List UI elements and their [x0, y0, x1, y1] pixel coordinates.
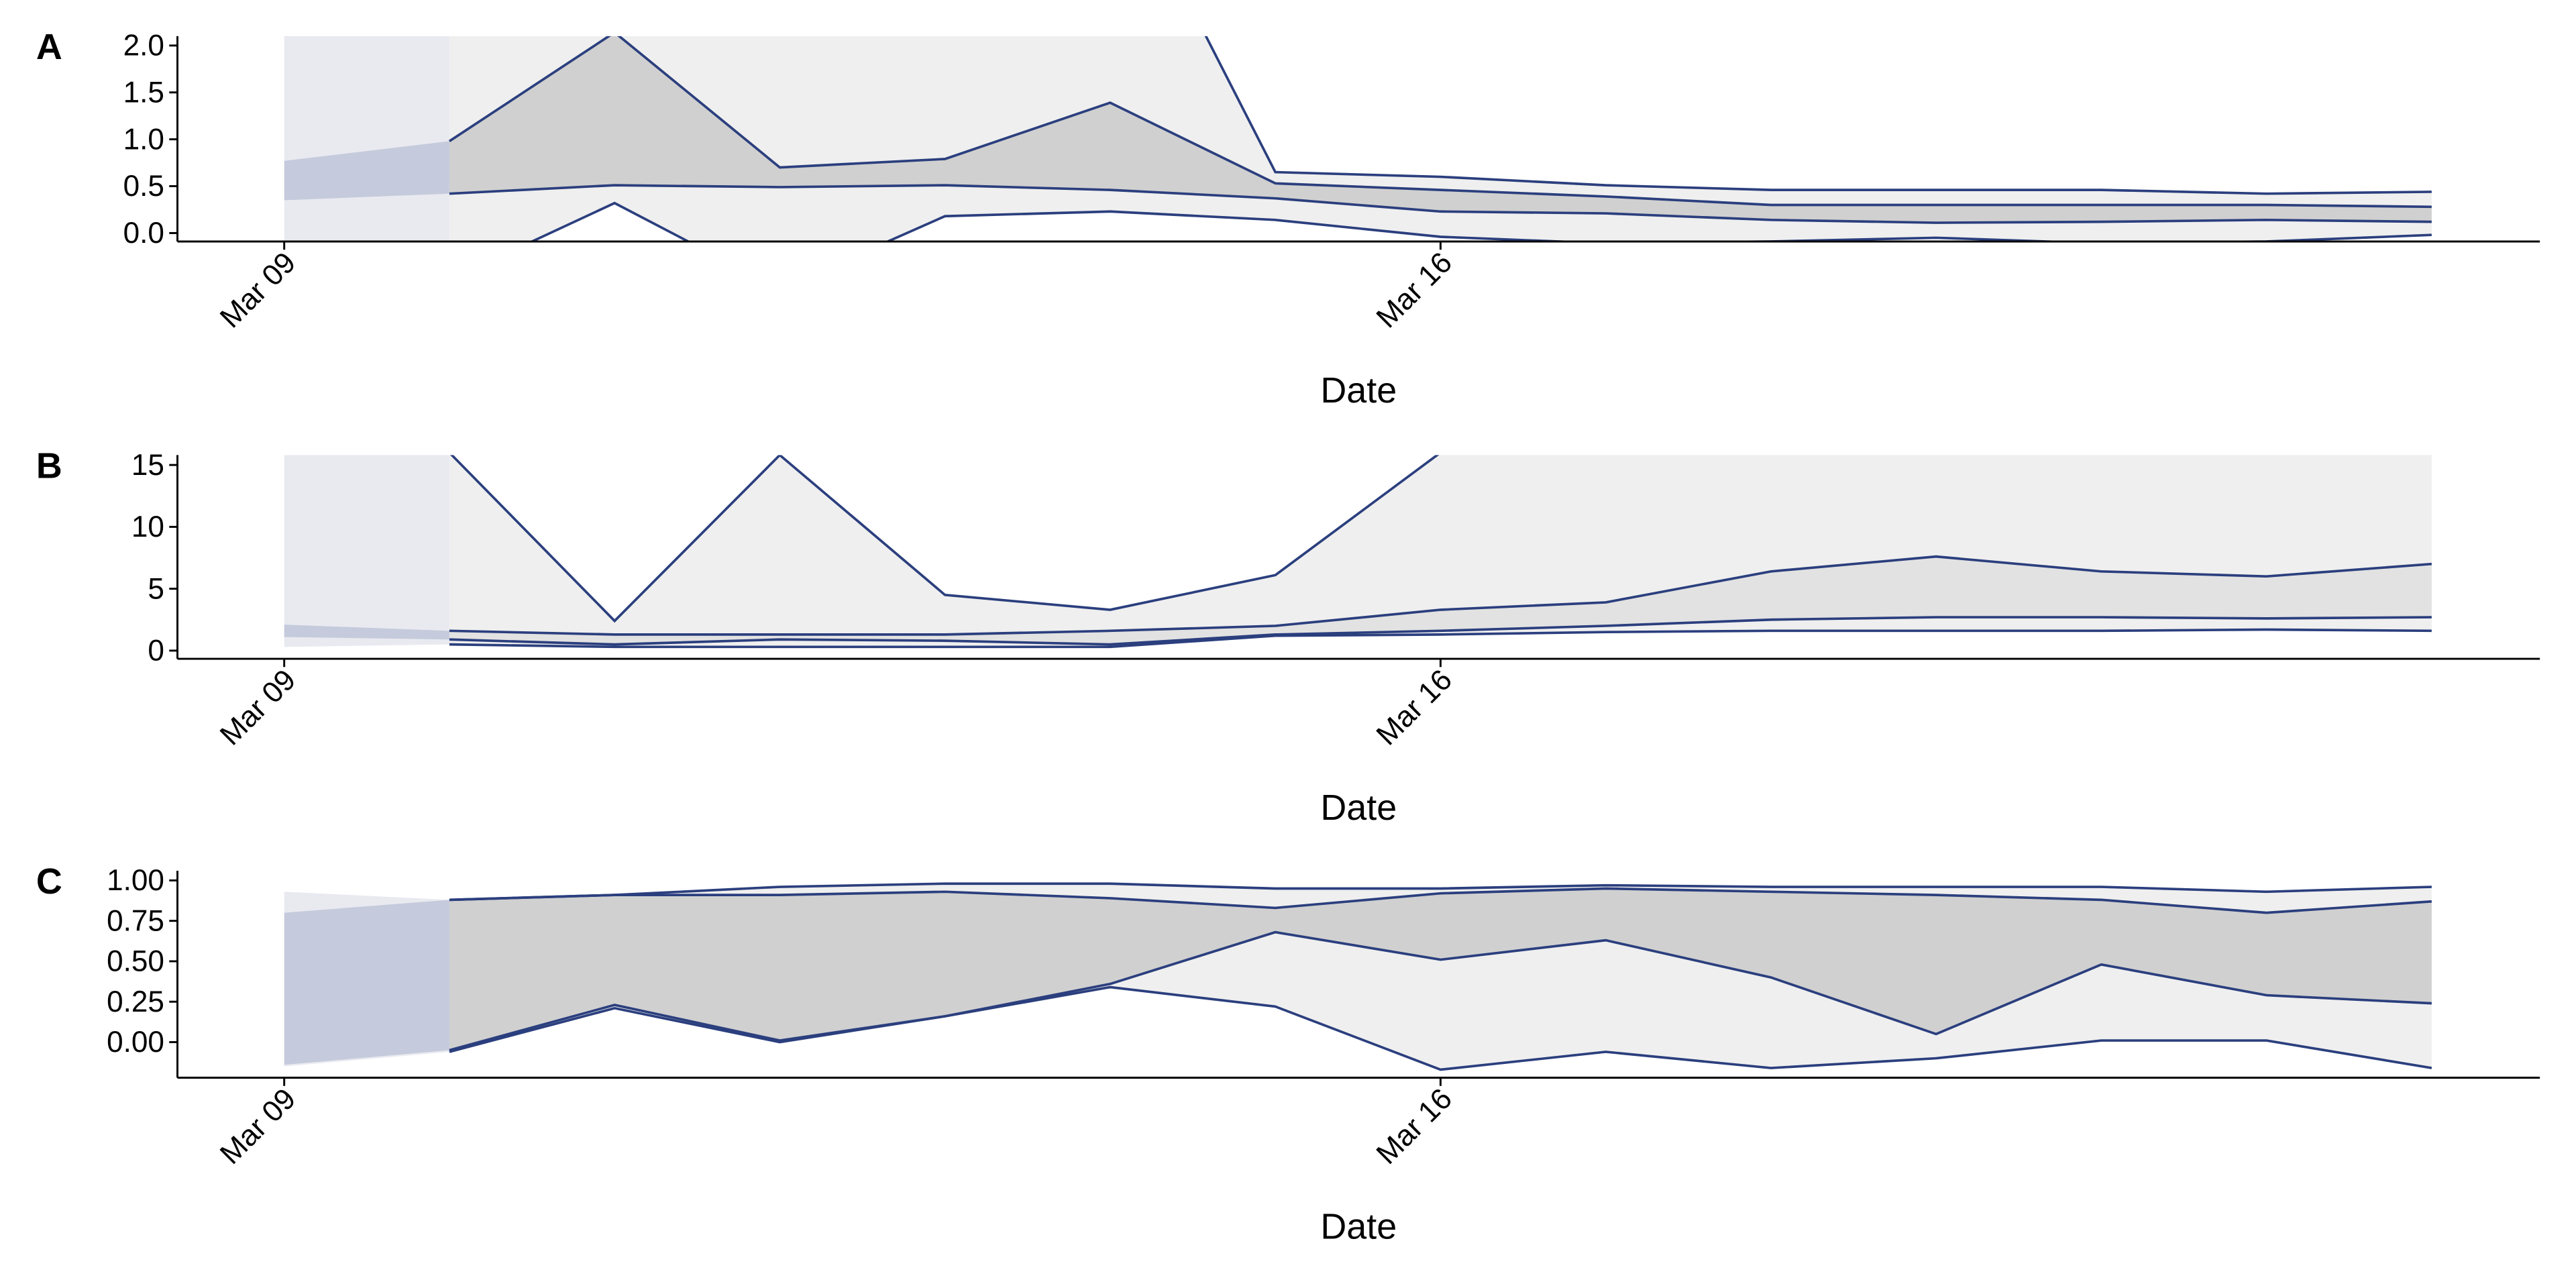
- y-tick-label: 5: [148, 572, 164, 605]
- x-tick-label: Mar 09: [214, 663, 303, 752]
- line: [449, 628, 2432, 649]
- band: [449, 888, 2432, 1051]
- panel: [284, 455, 2432, 649]
- x-axis-title: Date: [1320, 370, 1397, 411]
- panel: [284, 36, 2432, 241]
- panel-label: B: [36, 446, 62, 486]
- y-tick-label: 2.0: [123, 30, 164, 62]
- band: [449, 556, 2432, 645]
- nowcast-band: [284, 141, 449, 201]
- x-tick-label: Mar 16: [1370, 663, 1458, 752]
- y-tick-label: 0.0: [123, 217, 164, 250]
- x-tick-label: Mar 09: [214, 246, 303, 335]
- line: [1204, 36, 2432, 195]
- x-axis-title: Date: [1320, 1207, 1397, 1247]
- y-tick-label: 10: [131, 511, 164, 543]
- line: [449, 184, 2432, 224]
- line: [448, 36, 2432, 209]
- line: [449, 985, 2432, 1071]
- x-tick-label: Mar 16: [1370, 246, 1458, 335]
- line: [449, 882, 2432, 902]
- band: [449, 36, 2432, 223]
- nowcast-band: [284, 625, 449, 640]
- y-tick-label: 15: [131, 449, 164, 482]
- nowcast-band: [284, 36, 449, 241]
- panel-label: A: [36, 27, 62, 67]
- line: [449, 930, 2432, 1052]
- y-tick-label: 0.00: [107, 1026, 164, 1059]
- panel-label: C: [36, 861, 62, 902]
- line: [529, 201, 2432, 241]
- line: [449, 887, 2432, 914]
- y-tick-label: 1.00: [107, 864, 164, 897]
- nowcast-band: [284, 455, 449, 647]
- y-tick-label: 1.0: [123, 123, 164, 156]
- panel: [284, 882, 2432, 1071]
- x-tick-label: Mar 09: [214, 1082, 303, 1171]
- y-tick-label: 1.5: [123, 76, 164, 109]
- x-axis-title: Date: [1320, 788, 1397, 828]
- x-tick-label: Mar 16: [1370, 1082, 1458, 1171]
- line: [449, 616, 2432, 646]
- y-tick-label: 0.50: [107, 945, 164, 978]
- y-tick-label: 0.75: [107, 904, 164, 937]
- nowcast-band: [284, 900, 449, 1065]
- y-tick-label: 0.5: [123, 170, 164, 203]
- y-tick-label: 0.25: [107, 985, 164, 1018]
- y-tick-label: 0: [148, 635, 164, 667]
- line: [449, 555, 2432, 636]
